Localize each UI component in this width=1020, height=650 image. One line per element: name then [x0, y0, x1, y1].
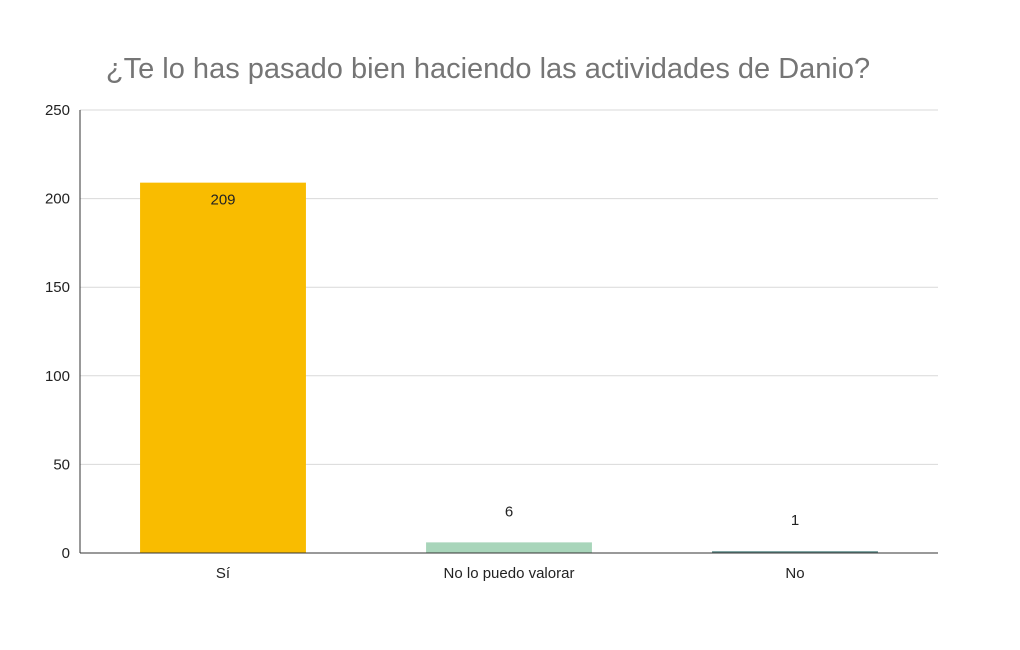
- y-tick-label: 50: [53, 456, 70, 473]
- y-tick-label: 0: [62, 545, 70, 562]
- bar: [140, 182, 306, 554]
- x-category-label: Sí: [216, 565, 231, 582]
- y-tick-label: 150: [45, 279, 70, 296]
- data-labels: 209 6 1: [210, 192, 799, 530]
- y-tick-label: 200: [45, 191, 70, 208]
- y-tick-labels: 0 50 100 150 200 250: [45, 102, 70, 562]
- bars: [140, 182, 878, 554]
- x-category-label: No: [785, 565, 804, 582]
- chart-title: ¿Te lo has pasado bien haciendo las acti…: [106, 53, 870, 85]
- bar: [712, 551, 878, 553]
- bar: [426, 542, 592, 553]
- x-category-labels: Sí No lo puedo valorar No: [216, 565, 805, 582]
- y-tick-label: 250: [45, 102, 70, 119]
- x-category-label: No lo puedo valorar: [444, 565, 575, 582]
- data-label: 1: [791, 512, 799, 529]
- data-label: 209: [210, 192, 235, 209]
- data-label: 6: [505, 503, 513, 520]
- y-tick-label: 100: [45, 368, 70, 385]
